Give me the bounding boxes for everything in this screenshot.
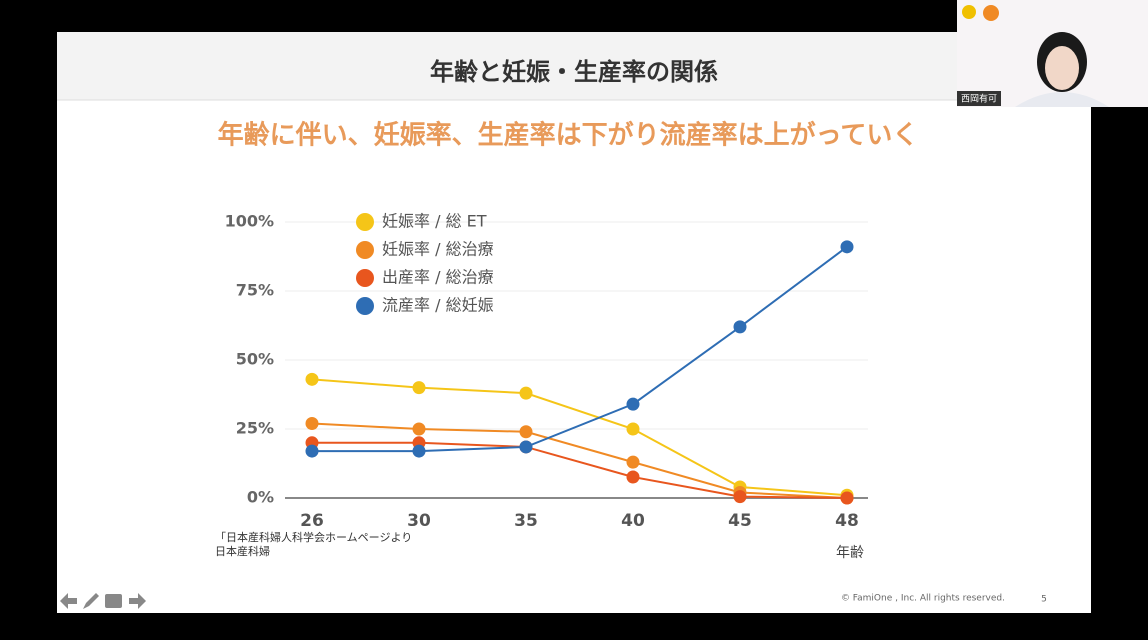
name-tag — [957, 91, 1001, 106]
page-number: 5 — [1041, 595, 1047, 605]
menu-button[interactable] — [105, 594, 122, 608]
series-line — [311, 422, 848, 499]
person-face — [1045, 46, 1079, 90]
source: 日本産科婦 — [215, 544, 270, 558]
y-tick-label: 100% — [225, 212, 274, 231]
y-tick-label: 25% — [236, 419, 274, 438]
legend-marker — [356, 241, 374, 259]
legend-label: 流産率 / 総妊娠 — [382, 296, 494, 315]
data-point — [519, 425, 533, 439]
pen-button[interactable] — [83, 593, 99, 609]
copyright: © FamiOne , Inc. All rights reserved. — [841, 594, 1005, 604]
x-tick-label: 40 — [621, 511, 645, 531]
y-tick-label: 75% — [236, 281, 274, 300]
x-tick-label: 48 — [835, 511, 859, 531]
legend-marker — [356, 213, 374, 231]
data-point — [412, 381, 426, 395]
data-point — [840, 240, 854, 254]
data-point — [626, 455, 640, 469]
logo — [983, 5, 999, 21]
data-point — [305, 372, 319, 386]
video-tile: 西岡有可 — [957, 0, 1148, 107]
logo — [962, 5, 976, 19]
data-point — [733, 320, 747, 334]
x-tick-label: 26 — [300, 511, 324, 531]
data-point — [519, 386, 533, 400]
next-button[interactable] — [129, 593, 146, 609]
slide-title: 年齢と妊娠・生産率の関係 — [430, 58, 718, 86]
title-band — [57, 32, 1091, 100]
slide-subtitle: 年齢に伴い、妊娠率、生産率は下がり流産率は上がっていく — [218, 120, 919, 151]
data-point — [840, 491, 854, 505]
x-tick-label: 35 — [514, 511, 538, 531]
series-line — [312, 246, 848, 453]
data-point — [305, 444, 319, 458]
data-point — [626, 397, 640, 411]
legend-marker — [356, 269, 374, 287]
nav-icons[interactable] — [60, 593, 146, 609]
participant-name: 西岡有可 — [961, 93, 997, 105]
x-axis-label: 年齢 — [836, 545, 864, 561]
data-point — [626, 422, 640, 436]
x-tick-label: 30 — [407, 511, 431, 531]
y-tick-label: 50% — [236, 350, 274, 369]
series-line — [312, 441, 848, 499]
slide — [57, 32, 1091, 613]
legend-marker — [356, 297, 374, 315]
data-point — [412, 444, 426, 458]
data-point — [412, 422, 426, 436]
person-body — [1015, 92, 1109, 107]
series-line — [311, 378, 848, 497]
data-point — [305, 416, 319, 430]
prev-button[interactable] — [60, 593, 77, 609]
legend-label: 妊娠率 / 総 ET — [382, 212, 487, 231]
y-tick-label: 0% — [247, 488, 274, 507]
legend-label: 妊娠率 / 総治療 — [382, 240, 494, 259]
legend-label: 出産率 / 総治療 — [382, 268, 494, 287]
data-point — [519, 440, 533, 454]
data-point — [626, 470, 640, 484]
data-point — [733, 490, 747, 504]
source: 「日本産科婦人科学会ホームページより — [215, 530, 412, 544]
x-tick-label: 45 — [728, 511, 752, 531]
